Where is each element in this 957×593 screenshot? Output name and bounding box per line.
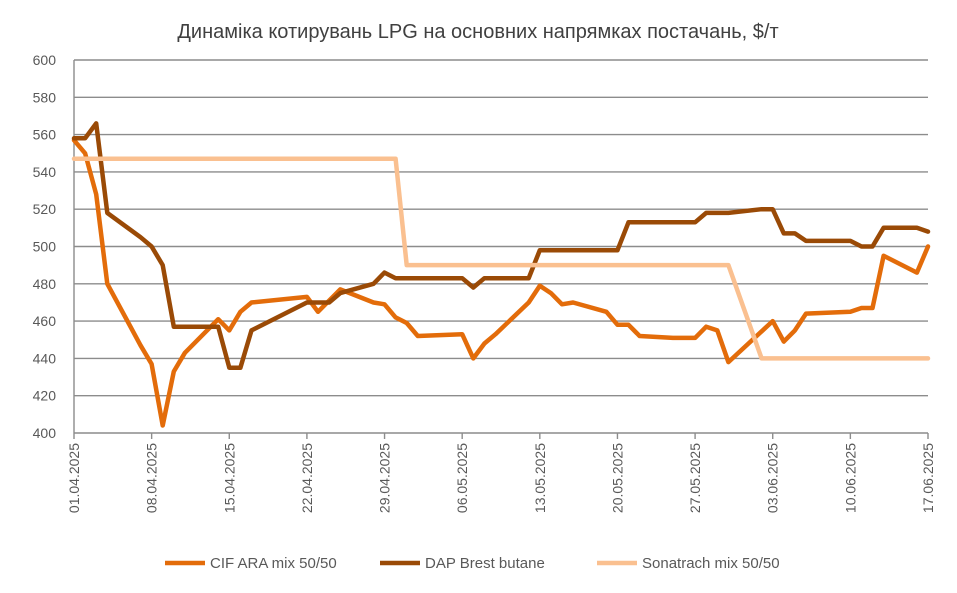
x-tick-label: 27.05.2025 [687,443,703,513]
x-tick-label: 03.06.2025 [765,443,781,513]
x-tick-label: 13.05.2025 [532,443,548,513]
x-tick-label: 10.06.2025 [842,443,858,513]
x-tick-label: 08.04.2025 [144,443,160,513]
y-tick-label: 540 [33,164,57,180]
x-tick-label: 29.04.2025 [377,443,393,513]
legend-label-1: DAP Brest butane [425,555,545,572]
x-tick-label: 15.04.2025 [221,443,237,513]
series-line-1 [71,121,931,370]
legend-label-0: CIF ARA mix 50/50 [210,555,337,572]
y-tick-label: 480 [33,276,57,292]
chart-title: Динаміка котирувань LPG на основних напр… [177,21,778,43]
y-tick-label: 560 [33,127,57,143]
y-tick-label: 500 [33,239,57,255]
y-tick-label: 600 [33,52,57,68]
y-tick-label: 580 [33,89,57,105]
x-tick-label: 17.06.2025 [920,443,936,513]
y-tick-label: 460 [33,313,57,329]
y-tick-label: 400 [33,425,57,441]
series-line-2 [71,156,931,361]
y-tick-label: 420 [33,388,57,404]
x-tick-label: 06.05.2025 [454,443,470,513]
y-tick-label: 440 [33,350,57,366]
series-line-0 [71,137,931,428]
x-tick-label: 22.04.2025 [299,443,315,513]
x-tick-label: 01.04.2025 [66,443,82,513]
x-tick-label: 20.05.2025 [609,443,625,513]
y-tick-label: 520 [33,201,57,217]
legend-label-2: Sonatrach mix 50/50 [642,555,780,572]
